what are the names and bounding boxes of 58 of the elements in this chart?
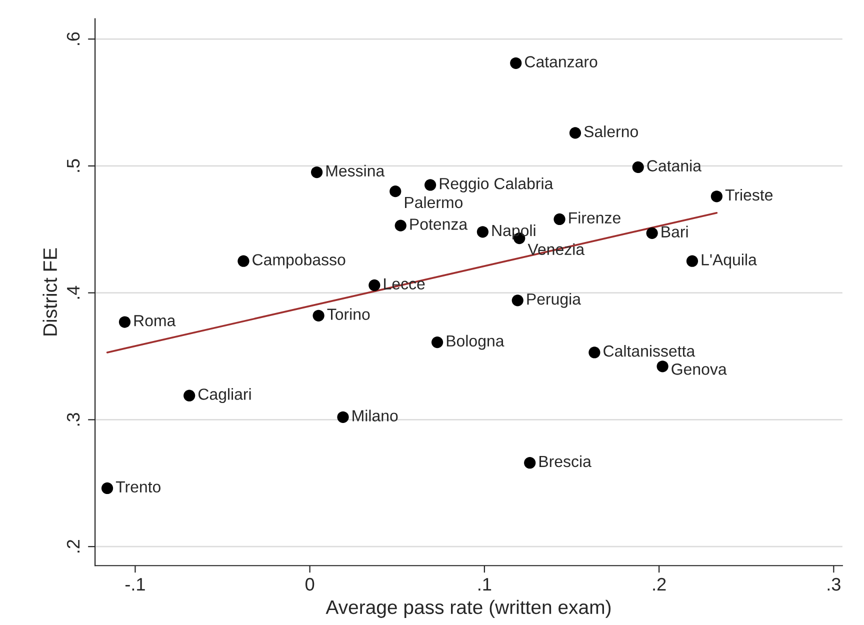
y-tick-label: .2	[66, 540, 80, 552]
annotation: Catanzaro	[525, 56, 598, 68]
point	[524, 457, 536, 469]
point	[510, 57, 522, 69]
annotation: Cagliari	[198, 388, 251, 404]
annotation: Messina	[326, 164, 385, 177]
annotation: Perugia	[527, 292, 581, 308]
annotation: Catania	[647, 160, 702, 172]
y-tick-label: .6	[66, 32, 80, 45]
y-tick-label: .3	[66, 412, 80, 426]
point	[512, 294, 524, 306]
annotation: L'Aquila	[702, 254, 757, 269]
point	[476, 226, 488, 238]
annotation: Bari	[662, 226, 688, 238]
point	[632, 161, 644, 174]
point	[184, 390, 196, 402]
point	[646, 227, 658, 239]
annotation: Trento	[116, 481, 160, 493]
x-tick-label: 0	[306, 578, 314, 591]
point	[569, 127, 582, 139]
point	[337, 411, 349, 423]
point	[656, 360, 668, 372]
point	[118, 316, 131, 328]
point	[310, 166, 323, 178]
point	[238, 255, 250, 267]
y-tick-label: .5	[67, 159, 80, 172]
annotation: Trieste	[725, 188, 773, 201]
annotation: Torino	[327, 308, 370, 320]
point	[101, 482, 114, 494]
point	[431, 336, 444, 348]
annotation: Roma	[134, 315, 176, 326]
point	[312, 310, 324, 322]
annotation: Caltanissetta	[604, 345, 696, 357]
annotation: Milano	[352, 410, 398, 422]
x-tick-label: .1	[478, 578, 492, 591]
point	[390, 186, 402, 198]
point	[554, 213, 566, 226]
x-tick-label: .3	[828, 578, 840, 591]
annotation: Brescia	[539, 455, 592, 468]
y-axis-title: District FE	[42, 248, 58, 336]
point	[686, 255, 698, 267]
point	[424, 179, 436, 191]
annotation: Salerno	[584, 126, 638, 138]
point	[368, 279, 380, 292]
point	[710, 190, 722, 202]
x-tick-label: .2	[653, 578, 666, 591]
point	[394, 220, 406, 232]
annotation: Reggio Calabria	[440, 178, 554, 192]
annotation: Bologna	[446, 334, 504, 350]
y-tick-label: .4	[67, 286, 80, 299]
annotation: Campobasso	[252, 254, 346, 269]
annotation: Genova	[672, 364, 727, 375]
x-axis-title: Average pass rate (written exam)	[326, 600, 611, 618]
annotation: Palermo	[405, 196, 463, 208]
point	[588, 346, 600, 358]
annotation: Potenza	[410, 218, 468, 230]
annotation: Firenze	[569, 212, 620, 224]
x-tick-label: -.1	[125, 578, 145, 591]
